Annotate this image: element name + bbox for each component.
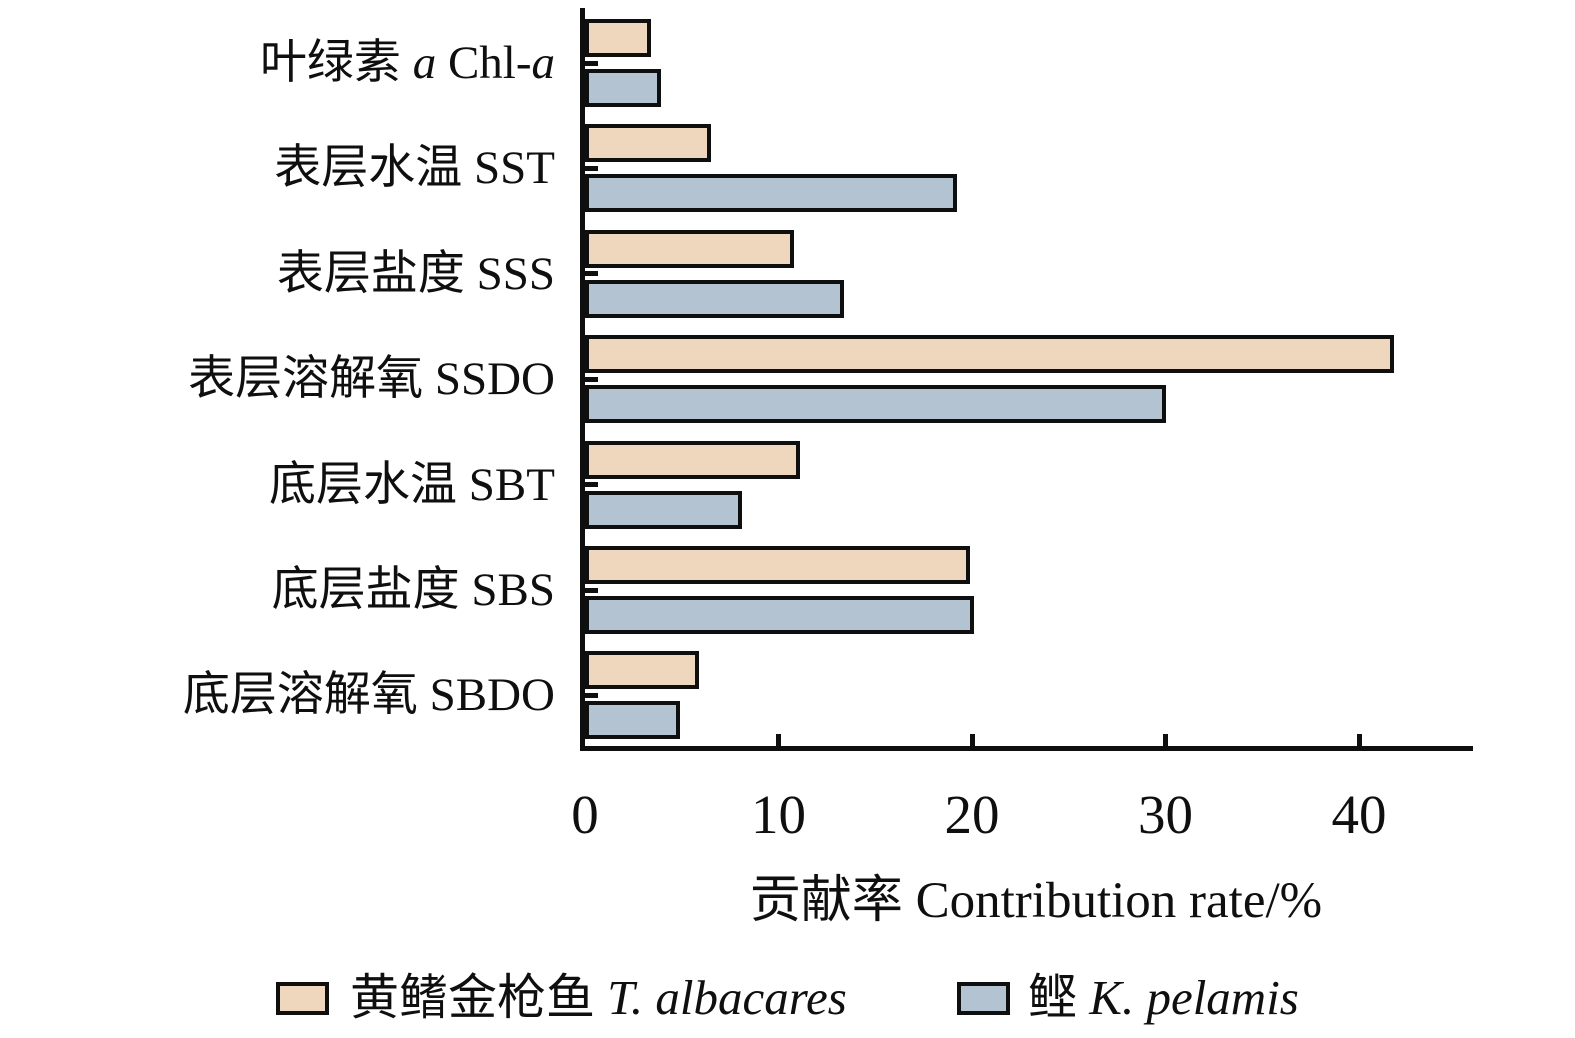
bar-t-albacares-5 xyxy=(585,546,971,584)
bar-t-albacares-0 xyxy=(585,19,651,57)
category-label-4: 底层水温 SBT xyxy=(269,453,555,517)
x-tick-label-40: 40 xyxy=(1331,784,1387,845)
bar-t-albacares-4 xyxy=(585,440,800,479)
y-axis-tick xyxy=(585,376,598,382)
label-italic-part: a xyxy=(412,37,437,89)
label-text-part: 表层盐度 SSS xyxy=(276,247,555,300)
bar-k-pelamis-2 xyxy=(585,279,845,318)
y-axis-tick xyxy=(585,482,598,488)
label-text-part: 表层溶解氧 SSDO xyxy=(188,353,555,406)
x-axis-title: 贡献率 Contribution rate/% xyxy=(749,873,1323,929)
label-text-part: 底层溶解氧 SBDO xyxy=(182,669,555,722)
bar-t-albacares-1 xyxy=(585,124,711,163)
legend-label-k-pelamis: 鲣 K. pelamis xyxy=(1028,958,1299,1038)
y-axis-tick xyxy=(585,271,598,277)
y-axis-tick xyxy=(585,587,598,593)
y-axis-tick xyxy=(585,60,598,66)
category-label-2: 表层盐度 SSS xyxy=(277,242,555,306)
x-axis-tick xyxy=(776,734,781,746)
category-label-5: 底层盐度 SBS xyxy=(272,558,555,622)
legend-swatch-t-albacares xyxy=(276,982,329,1015)
label-text-part: 底层水温 SBT xyxy=(269,458,555,511)
bar-t-albacares-6 xyxy=(585,651,700,690)
label-italic-part: T. albacares xyxy=(607,970,847,1025)
category-label-6: 底层溶解氧 SBDO xyxy=(183,663,555,727)
x-axis-tick xyxy=(1163,734,1168,746)
label-text-part: Chl- xyxy=(436,37,532,89)
bar-k-pelamis-6 xyxy=(585,701,680,740)
x-axis-tick xyxy=(969,734,975,746)
y-axis-tick xyxy=(585,165,598,171)
legend: 黄鳍金枪鱼 T. albacares 鲣 K. pelamis xyxy=(0,958,1575,1038)
y-axis-tick xyxy=(585,692,598,698)
category-label-0: 叶绿素 a Chl-a xyxy=(260,31,555,95)
label-text-part: 鲣 xyxy=(1028,970,1090,1025)
x-tick-label-10: 10 xyxy=(751,784,806,845)
legend-swatch-k-pelamis xyxy=(957,982,1010,1015)
x-tick-label-30: 30 xyxy=(1138,784,1193,845)
bar-t-albacares-3 xyxy=(585,335,1394,374)
bar-k-pelamis-0 xyxy=(585,69,661,107)
label-text-part: 表层水温 SST xyxy=(274,142,555,195)
x-axis-tick xyxy=(1356,734,1362,746)
x-tick-label-20: 20 xyxy=(944,784,1000,845)
category-label-1: 表层水温 SST xyxy=(274,136,555,200)
plot-area xyxy=(580,8,1473,751)
category-label-3: 表层溶解氧 SSDO xyxy=(188,347,555,411)
label-text-part: 底层盐度 SBS xyxy=(271,564,555,616)
bar-k-pelamis-4 xyxy=(585,490,742,529)
bar-k-pelamis-3 xyxy=(585,385,1166,424)
legend-label-t-albacares: 黄鳍金枪鱼 T. albacares xyxy=(350,958,847,1038)
label-text-part: 叶绿素 xyxy=(259,37,413,89)
bar-k-pelamis-5 xyxy=(585,596,974,634)
label-italic-part: a xyxy=(531,37,556,89)
x-tick-label-0: 0 xyxy=(571,784,599,845)
label-italic-part: K. pelamis xyxy=(1089,970,1299,1025)
bar-k-pelamis-1 xyxy=(585,174,957,213)
bar-t-albacares-2 xyxy=(585,229,794,268)
label-text-part: 黄鳍金枪鱼 xyxy=(350,970,608,1025)
